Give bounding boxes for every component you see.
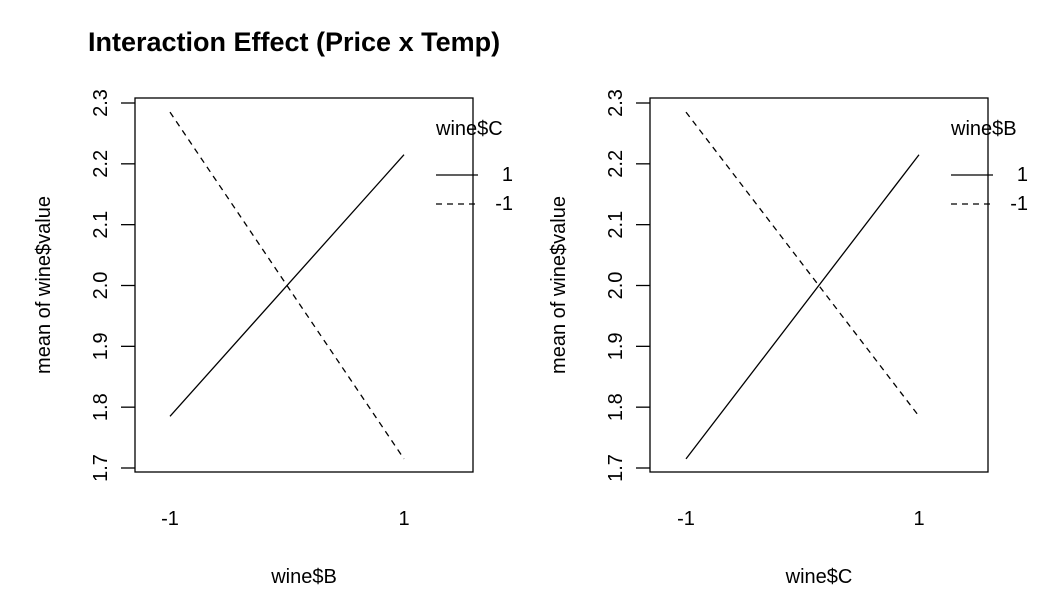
- panel-1-legend-title: wine$C: [435, 118, 503, 140]
- panel-1-y-axis-label: mean of wine$value: [33, 196, 55, 374]
- panel-1-legend-label-2: -1: [495, 193, 513, 215]
- panel-1-legend-label-1: 1: [502, 164, 513, 186]
- panel-2-y-tick-label: 2.1: [605, 211, 627, 239]
- panel-1-x-tick-label: -1: [161, 508, 179, 530]
- panel-2-y-tick-label: 2.2: [605, 150, 627, 178]
- panel-2-legend-label-1: 1: [1017, 164, 1028, 186]
- panel-1-series-minus-one-line: [169, 111, 405, 460]
- panel-2-x-tick-label: -1: [677, 508, 695, 530]
- panel-2-y-tick-label: 1.8: [605, 393, 627, 421]
- panel-1-y-tick-label: 2.2: [90, 150, 112, 178]
- panel-1-x-tick-label: 1: [398, 508, 409, 530]
- panel-2-legend-title: wine$B: [950, 118, 1017, 140]
- panel-2-series-plus-one-line: [685, 154, 920, 460]
- panel-2-y-tick-label: 1.9: [605, 332, 627, 360]
- panel-2-legend-label-2: -1: [1010, 193, 1028, 215]
- panel-1-y-tick-label: 1.7: [90, 454, 112, 482]
- panel-1-y-tick-label: 2.0: [90, 272, 112, 300]
- panel-1-y-tick-label: 1.9: [90, 332, 112, 360]
- panel-2-y-axis-label: mean of wine$value: [548, 196, 570, 374]
- panel-2-y-tick-label: 1.7: [605, 454, 627, 482]
- chart-title: Interaction Effect (Price x Temp): [88, 27, 500, 57]
- panel-2-x-tick-label: 1: [913, 508, 924, 530]
- panel-1-y-tick-label: 1.8: [90, 393, 112, 421]
- panel-2-x-axis-label: wine$C: [785, 566, 853, 588]
- panel-1-y-tick-label: 2.3: [90, 89, 112, 117]
- panel-2-y-tick-label: 2.3: [605, 89, 627, 117]
- panel-1-x-axis-label: wine$B: [270, 566, 337, 588]
- panel-2-series-minus-one-line: [685, 111, 920, 417]
- panel-1-plot-frame: [134, 97, 474, 473]
- panel-1-y-tick-label: 2.1: [90, 211, 112, 239]
- panel-2-y-tick-label: 2.0: [605, 272, 627, 300]
